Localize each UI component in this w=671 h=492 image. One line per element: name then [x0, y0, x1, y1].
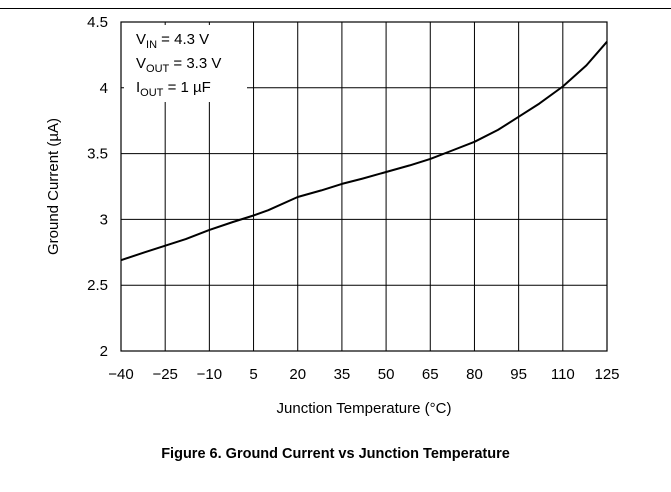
figure-caption: Figure 6. Ground Current vs Junction Tem…: [161, 446, 510, 462]
x-tick-label: 110: [551, 366, 575, 383]
x-tick-label: 80: [466, 366, 483, 383]
x-tick-label: −25: [152, 366, 177, 383]
y-tick-label: 4: [100, 80, 108, 97]
y-tick-label: 2: [100, 343, 108, 360]
x-tick-label: 20: [289, 366, 306, 383]
y-tick-label: 3.5: [87, 146, 108, 163]
x-tick-label: 50: [378, 366, 395, 383]
x-axis-label: Junction Temperature (°C): [277, 400, 452, 417]
x-tick-label: 5: [249, 366, 257, 383]
x-tick-label: 125: [594, 366, 619, 383]
x-tick-label: 65: [422, 366, 439, 383]
annotation-line: VIN = 4.3 V: [136, 31, 209, 51]
y-tick-label: 4.5: [87, 14, 108, 31]
annotation-line: VOUT = 3.3 V: [136, 55, 221, 75]
y-axis-label: Ground Current (µA): [45, 118, 62, 255]
x-tick-label: 35: [334, 366, 351, 383]
plot-frame: [120, 21, 608, 352]
x-tick-label: 95: [510, 366, 527, 383]
top-rule: [0, 8, 671, 9]
ground-current-series-line: [120, 41, 608, 262]
annotation-box: [124, 25, 247, 102]
y-tick-label: 3: [100, 211, 108, 228]
x-tick-label: −10: [197, 366, 222, 383]
ground-current-chart: −40 −25 −10 5 20 35 50 65 80 95 110 125 2 2.5 3 3.5 4 4.5…: [45, 14, 620, 417]
y-tick-label: 2.5: [87, 277, 108, 294]
x-tick-label: −40: [108, 366, 133, 383]
annotation-line: IOUT = 1 µF: [136, 79, 211, 99]
